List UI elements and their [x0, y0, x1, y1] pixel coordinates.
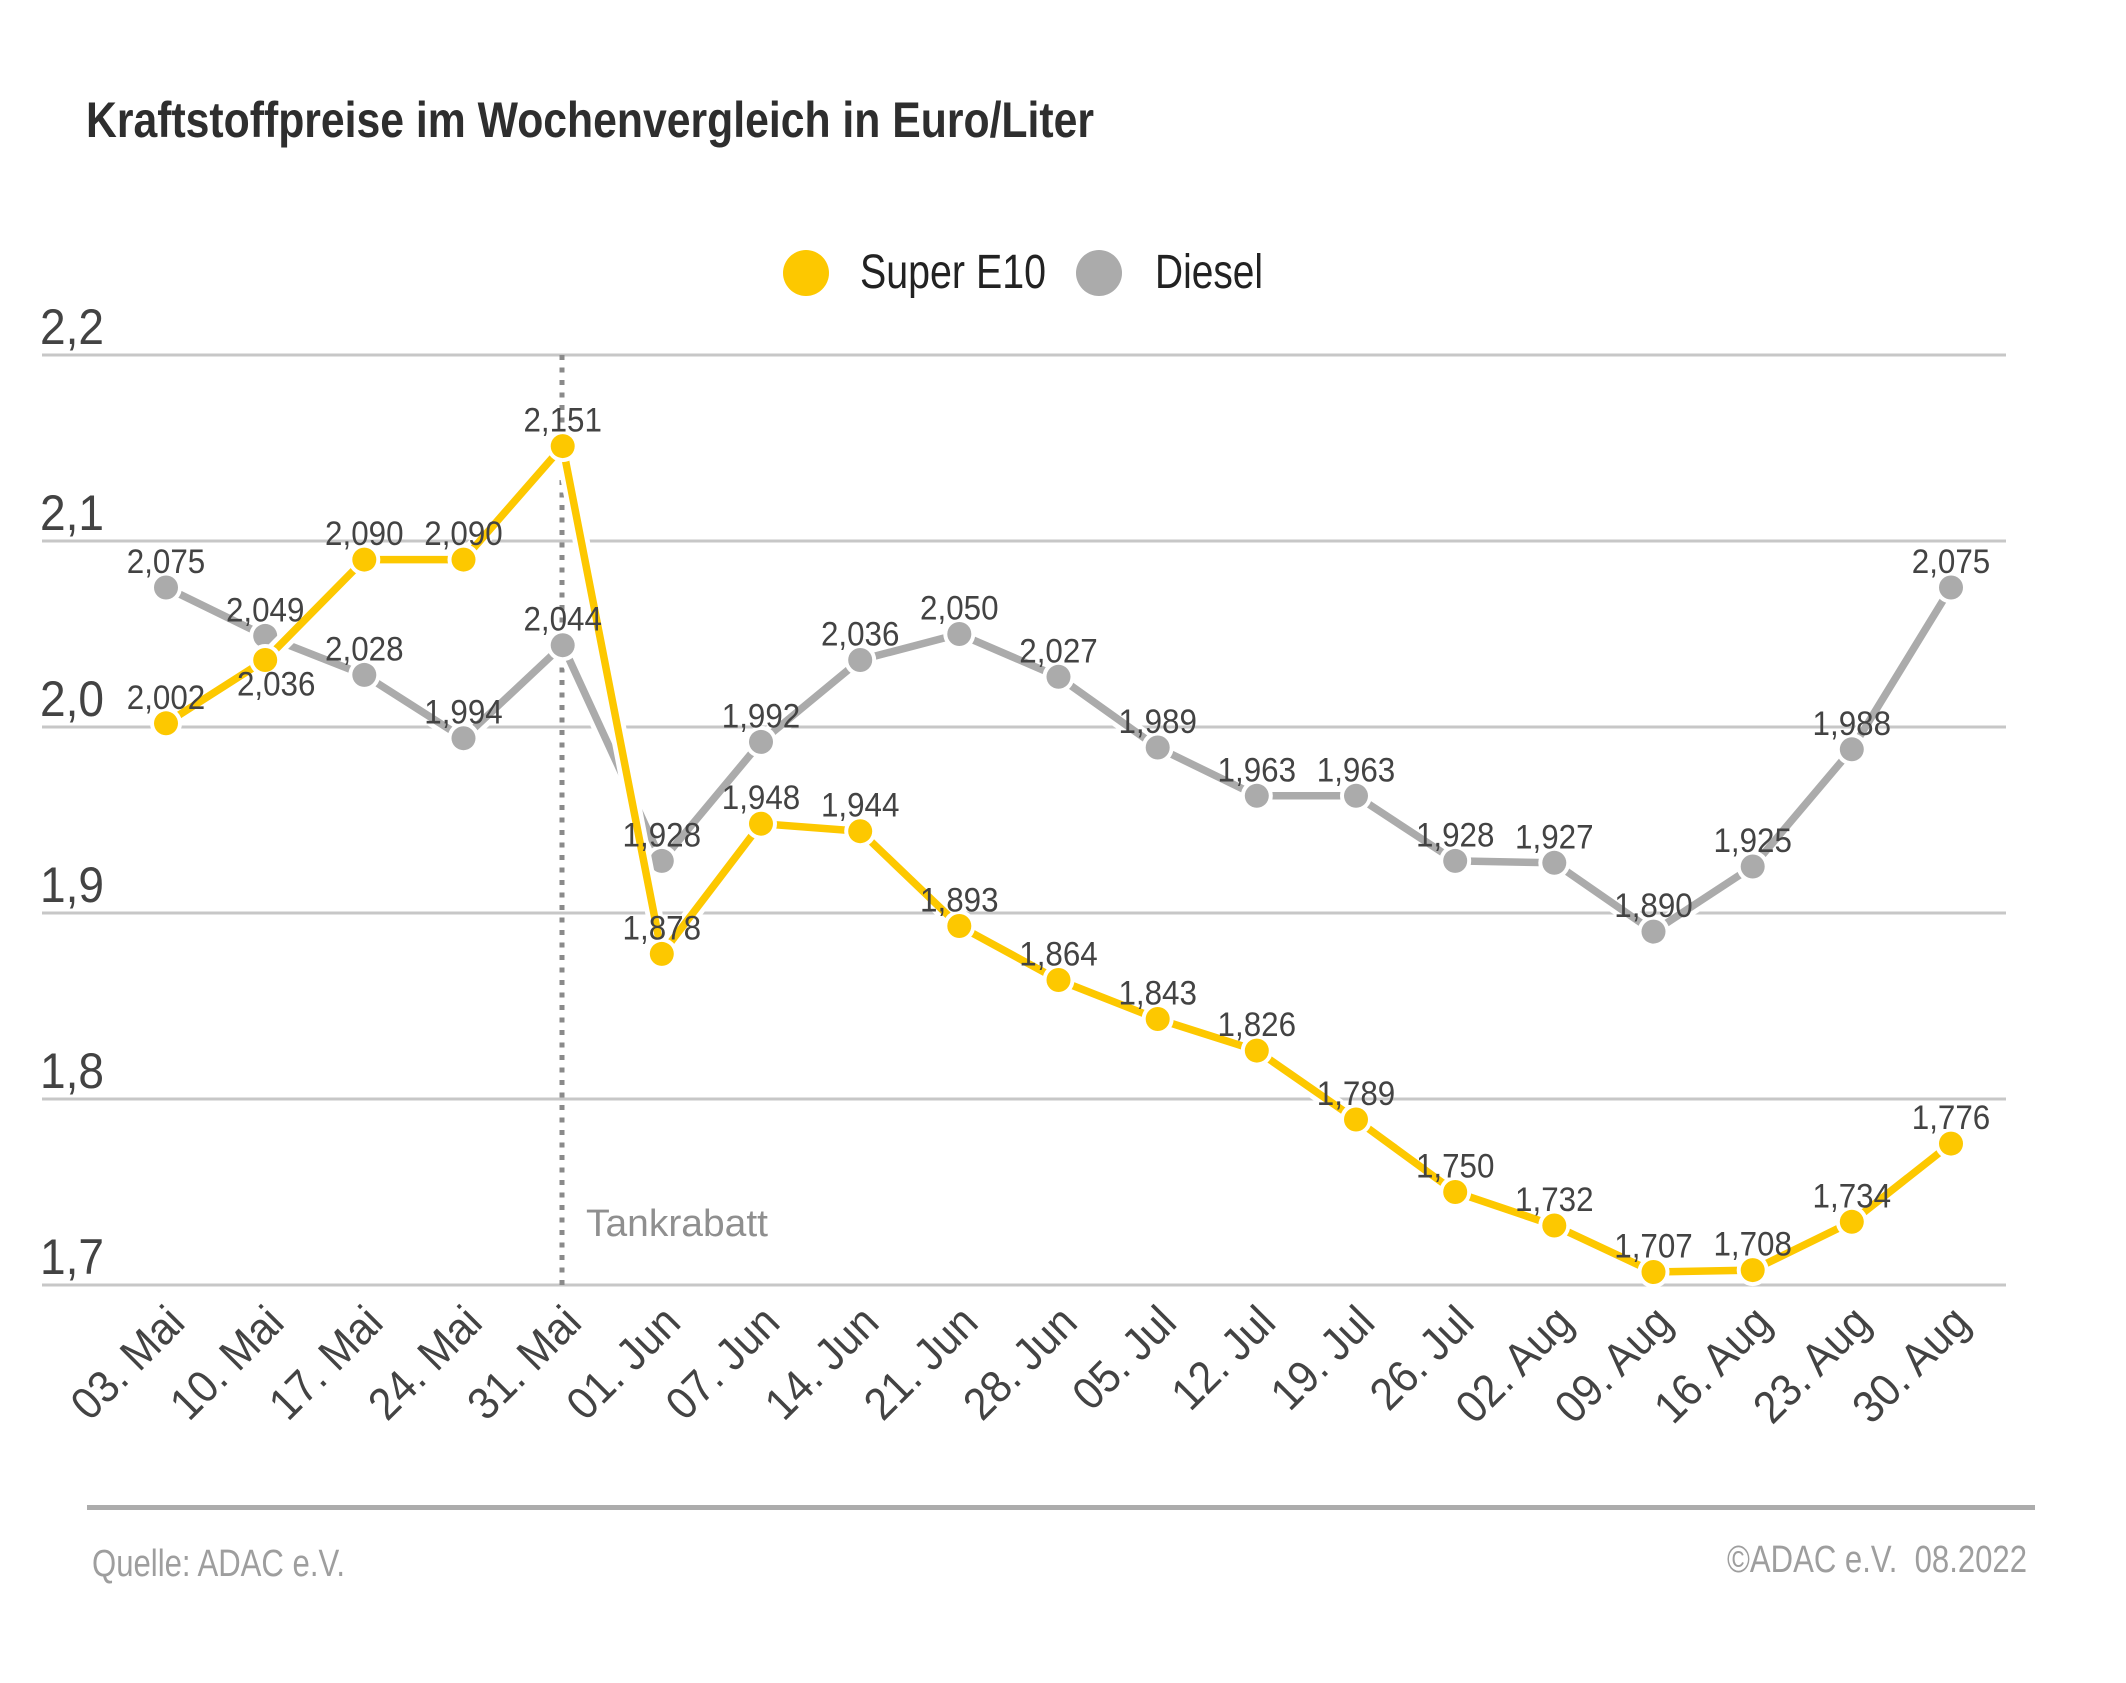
svg-text:2,050: 2,050 — [920, 590, 999, 628]
svg-text:1,707: 1,707 — [1614, 1228, 1693, 1266]
svg-text:2,090: 2,090 — [325, 515, 404, 553]
svg-text:1,944: 1,944 — [821, 787, 900, 825]
svg-text:2,2: 2,2 — [40, 299, 104, 355]
svg-text:2,027: 2,027 — [1019, 632, 1098, 670]
svg-text:1,890: 1,890 — [1614, 887, 1693, 925]
svg-text:1,708: 1,708 — [1713, 1226, 1792, 1264]
svg-text:1,928: 1,928 — [1416, 816, 1495, 854]
svg-text:Diesel: Diesel — [1155, 246, 1263, 299]
svg-text:2,028: 2,028 — [325, 630, 404, 668]
svg-text:1,789: 1,789 — [1317, 1075, 1396, 1113]
svg-text:1,826: 1,826 — [1218, 1006, 1297, 1044]
svg-text:2,044: 2,044 — [523, 601, 602, 639]
svg-text:1,8: 1,8 — [40, 1043, 104, 1099]
svg-text:1,878: 1,878 — [623, 909, 702, 947]
svg-text:1,927: 1,927 — [1515, 818, 1594, 856]
svg-text:1,992: 1,992 — [722, 697, 801, 735]
svg-text:1,9: 1,9 — [40, 857, 104, 913]
svg-text:1,734: 1,734 — [1813, 1177, 1892, 1215]
svg-text:1,750: 1,750 — [1416, 1148, 1495, 1186]
svg-text:Kraftstoffpreise im Wochenverg: Kraftstoffpreise im Wochenvergleich in E… — [86, 92, 1094, 148]
svg-text:1,948: 1,948 — [722, 779, 801, 817]
svg-text:Super E10: Super E10 — [860, 246, 1046, 299]
svg-text:1,963: 1,963 — [1218, 751, 1297, 789]
svg-text:2,075: 2,075 — [127, 543, 206, 581]
svg-text:1,988: 1,988 — [1813, 705, 1892, 743]
svg-text:1,776: 1,776 — [1912, 1099, 1991, 1137]
svg-text:2,049: 2,049 — [226, 591, 305, 629]
svg-text:Quelle: ADAC e.V.: Quelle: ADAC e.V. — [92, 1543, 345, 1585]
svg-text:2,090: 2,090 — [424, 515, 503, 553]
svg-text:1,732: 1,732 — [1515, 1181, 1594, 1219]
svg-text:2,036: 2,036 — [821, 616, 900, 654]
svg-text:2,0: 2,0 — [40, 671, 104, 727]
svg-text:1,7: 1,7 — [40, 1229, 104, 1285]
svg-text:1,994: 1,994 — [424, 694, 503, 732]
svg-text:Tankrabatt: Tankrabatt — [586, 1203, 768, 1245]
svg-text:2,075: 2,075 — [1912, 543, 1991, 581]
svg-text:©ADAC e.V. 08.2022: ©ADAC e.V. 08.2022 — [1727, 1539, 2027, 1581]
svg-text:1,928: 1,928 — [623, 816, 702, 854]
svg-text:1,963: 1,963 — [1317, 751, 1396, 789]
svg-text:2,002: 2,002 — [127, 679, 206, 717]
svg-text:1,893: 1,893 — [920, 882, 999, 920]
svg-text:1,843: 1,843 — [1118, 975, 1197, 1013]
svg-text:2,036: 2,036 — [237, 666, 316, 704]
svg-text:1,989: 1,989 — [1118, 703, 1197, 741]
svg-text:2,1: 2,1 — [40, 485, 104, 541]
svg-text:1,925: 1,925 — [1713, 822, 1792, 860]
svg-text:1,864: 1,864 — [1019, 936, 1098, 974]
svg-text:2,151: 2,151 — [523, 402, 602, 440]
